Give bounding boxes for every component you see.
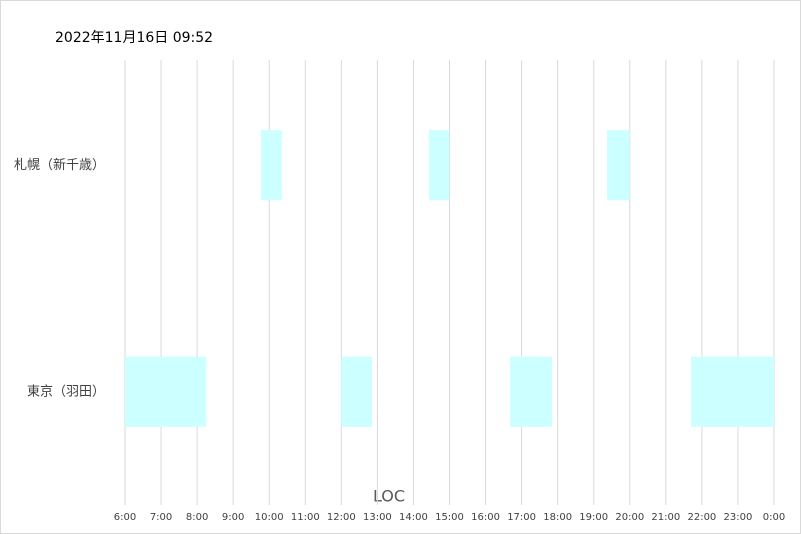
x-tick-label: 17:00 xyxy=(507,512,536,523)
time-bar xyxy=(260,130,282,201)
time-bar xyxy=(691,356,774,427)
x-tick-label: 0:00 xyxy=(763,512,785,523)
x-tick-label: 22:00 xyxy=(687,512,716,523)
x-tick-label: 13:00 xyxy=(363,512,392,523)
x-axis-label: LOC xyxy=(373,487,405,506)
x-tick-label: 10:00 xyxy=(255,512,284,523)
y-tick-label: 東京（羽田） xyxy=(27,383,105,399)
x-tick-label: 19:00 xyxy=(579,512,608,523)
time-bar xyxy=(341,356,372,427)
x-tick-label: 14:00 xyxy=(399,512,428,523)
x-tick-label: 7:00 xyxy=(150,512,172,523)
x-tick-label: 16:00 xyxy=(471,512,500,523)
time-bar xyxy=(607,130,630,201)
x-tick-label: 15:00 xyxy=(435,512,464,523)
x-tick-label: 20:00 xyxy=(615,512,644,523)
x-tick-label: 23:00 xyxy=(724,512,753,523)
x-tick-label: 21:00 xyxy=(651,512,680,523)
time-bar xyxy=(510,356,552,427)
y-tick-label: 札幌（新千歳） xyxy=(14,157,105,173)
x-tick-label: 12:00 xyxy=(327,512,356,523)
x-tick-label: 11:00 xyxy=(291,512,320,523)
time-bar xyxy=(125,356,207,427)
x-tick-label: 18:00 xyxy=(543,512,572,523)
chart-title: 2022年11月16日 09:52 xyxy=(55,30,213,46)
x-tick-label: 8:00 xyxy=(186,512,208,523)
x-tick-label: 9:00 xyxy=(222,512,244,523)
x-tick-label: 6:00 xyxy=(114,512,136,523)
time-bar xyxy=(428,130,450,201)
